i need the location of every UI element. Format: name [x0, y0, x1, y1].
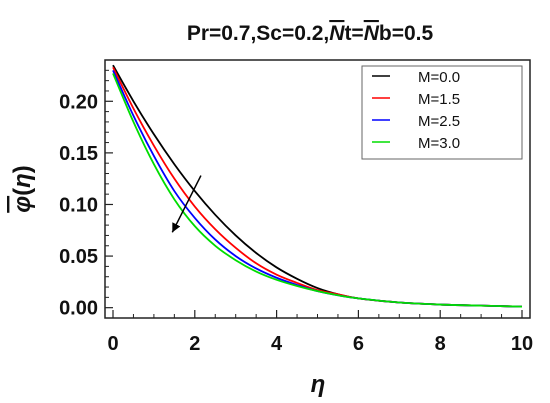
y-label-phi: φ	[9, 196, 36, 213]
x-tick-label: 6	[353, 333, 364, 355]
x-tick-label: 8	[435, 333, 446, 355]
x-axis-label: η	[311, 371, 326, 398]
legend-label: M=1.5	[418, 91, 460, 108]
series-lines	[112, 64, 523, 308]
title-part-2: N	[329, 22, 345, 45]
x-tick-label: 2	[189, 333, 200, 355]
legend-label: M=0.0	[418, 69, 460, 86]
title-part-1: Pr=0.7,Sc=0.2,	[187, 22, 329, 45]
y-tick-label: 0.20	[59, 91, 98, 113]
trend-arrow	[171, 175, 202, 233]
y-axis-label: φ(η)	[9, 165, 36, 213]
y-tick-label: 0.05	[59, 246, 98, 268]
x-tick-label: 0	[107, 333, 118, 355]
legend-label: M=2.5	[418, 113, 460, 130]
tick-labels: 0 2 4 6 8 10 0.00 0.05 0.10 0.15 0.20	[59, 91, 533, 355]
y-label-eta: η	[9, 173, 36, 188]
legend-box	[361, 65, 523, 160]
axis-ticks	[105, 59, 523, 318]
y-label-close: )	[9, 165, 36, 173]
x-tick-label: 4	[271, 333, 283, 355]
y-tick-label: 0.15	[59, 143, 98, 165]
legend-label: M=3.0	[418, 135, 460, 152]
x-tick-label: 10	[511, 333, 533, 355]
y-tick-label: 0.10	[59, 194, 98, 216]
y-tick-label: 0.00	[59, 298, 98, 320]
y-label-open: (	[9, 188, 36, 196]
series-line-m-3-0	[112, 73, 523, 308]
title-part-4: N	[364, 22, 380, 45]
title-part-5: b=0.5	[379, 22, 434, 45]
title-part-3: t=	[344, 22, 363, 45]
legend: M=0.0 M=1.5 M=2.5 M=3.0	[372, 69, 460, 152]
chart-title: Pr=0.7,Sc=0.2,Nt=Nb=0.5	[187, 22, 434, 45]
